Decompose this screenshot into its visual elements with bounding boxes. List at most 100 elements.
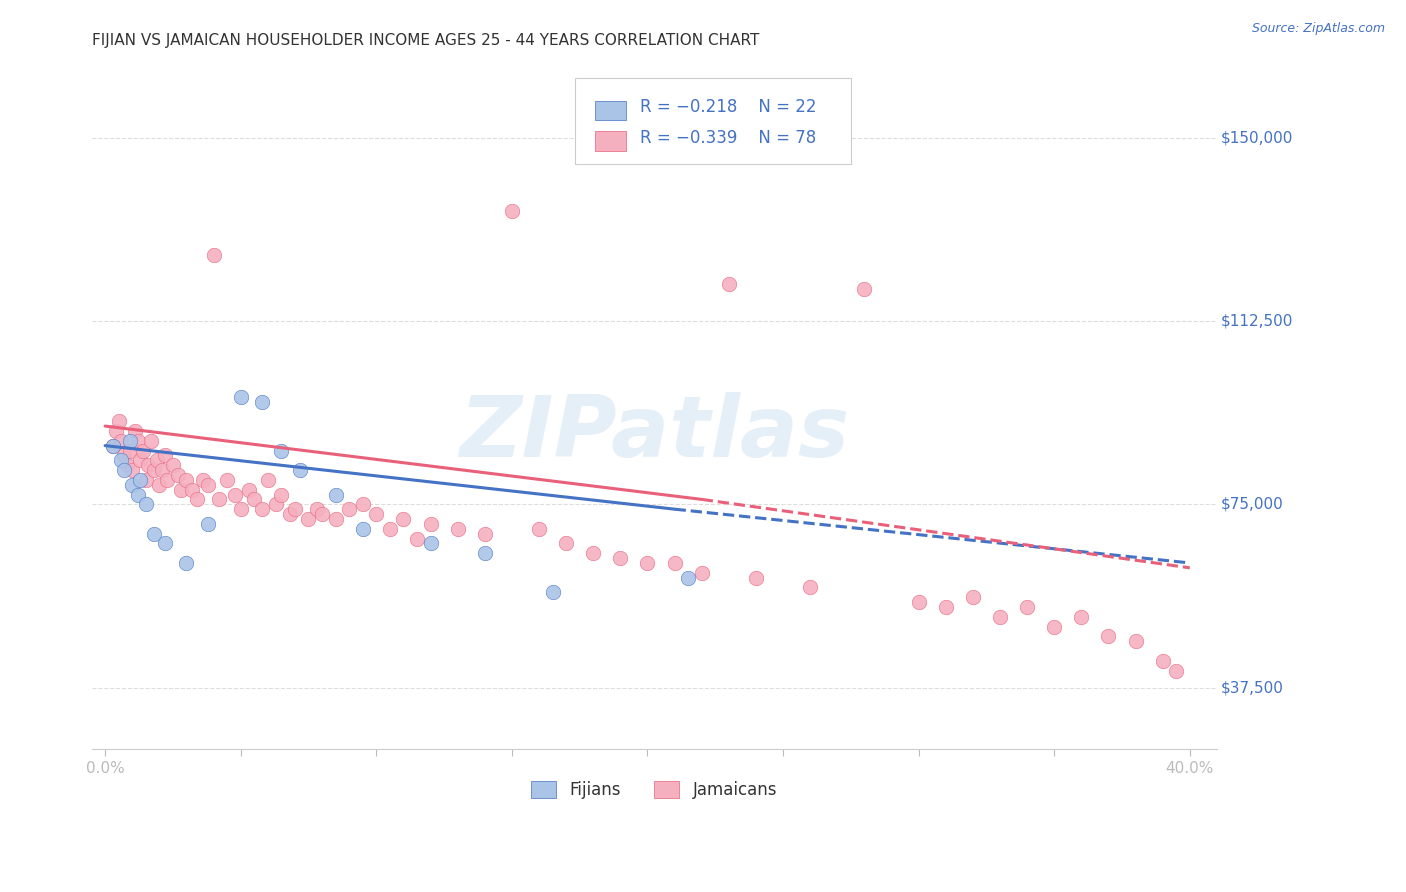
Point — [127, 434, 149, 448]
Point — [474, 546, 496, 560]
Point — [378, 522, 401, 536]
Point — [352, 497, 374, 511]
Point — [325, 512, 347, 526]
Point — [141, 434, 163, 448]
Point — [636, 556, 658, 570]
Point — [1017, 599, 1039, 614]
Point — [129, 473, 152, 487]
Point — [135, 497, 157, 511]
Point — [124, 424, 146, 438]
Point — [112, 449, 135, 463]
Point — [132, 443, 155, 458]
Point — [406, 532, 429, 546]
Point — [555, 536, 578, 550]
Point — [118, 443, 141, 458]
Point — [112, 463, 135, 477]
Point — [238, 483, 260, 497]
Point — [167, 467, 190, 482]
Point — [1070, 609, 1092, 624]
Point — [419, 516, 441, 531]
Point — [290, 463, 312, 477]
Point — [150, 463, 173, 477]
Point — [224, 487, 246, 501]
Point — [142, 463, 165, 477]
Point — [745, 571, 768, 585]
Point — [202, 248, 225, 262]
Point — [252, 502, 274, 516]
Point — [170, 483, 193, 497]
Point — [229, 390, 252, 404]
Point — [690, 566, 713, 580]
Point — [264, 497, 287, 511]
Point — [419, 536, 441, 550]
Point — [103, 439, 125, 453]
Point — [325, 487, 347, 501]
FancyBboxPatch shape — [595, 131, 626, 151]
Point — [1166, 664, 1188, 678]
Text: R = −0.218    N = 22: R = −0.218 N = 22 — [640, 98, 815, 116]
FancyBboxPatch shape — [575, 78, 851, 163]
Point — [270, 443, 292, 458]
Point — [162, 458, 184, 472]
Text: FIJIAN VS JAMAICAN HOUSEHOLDER INCOME AGES 25 - 44 YEARS CORRELATION CHART: FIJIAN VS JAMAICAN HOUSEHOLDER INCOME AG… — [91, 33, 759, 48]
Point — [527, 522, 550, 536]
Text: $37,500: $37,500 — [1220, 680, 1284, 695]
Point — [337, 502, 360, 516]
Point — [142, 526, 165, 541]
Point — [446, 522, 468, 536]
Point — [609, 551, 631, 566]
Point — [935, 599, 957, 614]
Text: $150,000: $150,000 — [1220, 130, 1292, 145]
Point — [541, 585, 564, 599]
Point — [153, 449, 176, 463]
Point — [208, 492, 231, 507]
Point — [148, 477, 170, 491]
Point — [988, 609, 1011, 624]
Point — [243, 492, 266, 507]
Point — [138, 458, 160, 472]
Point — [501, 203, 523, 218]
Point — [252, 394, 274, 409]
Point — [127, 487, 149, 501]
Text: R = −0.339    N = 78: R = −0.339 N = 78 — [640, 128, 815, 146]
Point — [176, 556, 198, 570]
Point — [582, 546, 605, 560]
Point — [153, 536, 176, 550]
Point — [311, 507, 333, 521]
Point — [186, 492, 208, 507]
Point — [197, 477, 219, 491]
Point — [118, 434, 141, 448]
Point — [474, 526, 496, 541]
Text: $112,500: $112,500 — [1220, 313, 1292, 328]
Point — [115, 458, 138, 472]
Point — [129, 453, 152, 467]
Point — [110, 434, 132, 448]
Point — [352, 522, 374, 536]
Legend: Fijians, Jamaicans: Fijians, Jamaicans — [524, 774, 785, 805]
Point — [1125, 634, 1147, 648]
FancyBboxPatch shape — [595, 101, 626, 120]
Point — [270, 487, 292, 501]
Text: $75,000: $75,000 — [1220, 497, 1284, 512]
Point — [284, 502, 307, 516]
Point — [962, 590, 984, 604]
Point — [135, 473, 157, 487]
Point — [717, 277, 740, 292]
Point — [1097, 629, 1119, 643]
Point — [297, 512, 319, 526]
Point — [305, 502, 328, 516]
Point — [176, 473, 198, 487]
Point — [907, 595, 929, 609]
Point — [366, 507, 388, 521]
Point — [1043, 619, 1066, 633]
Point — [229, 502, 252, 516]
Point — [103, 439, 125, 453]
Point — [799, 581, 821, 595]
Point — [197, 516, 219, 531]
Point — [110, 453, 132, 467]
Point — [664, 556, 686, 570]
Point — [145, 453, 167, 467]
Point — [217, 473, 239, 487]
Text: Source: ZipAtlas.com: Source: ZipAtlas.com — [1251, 22, 1385, 36]
Point — [180, 483, 202, 497]
